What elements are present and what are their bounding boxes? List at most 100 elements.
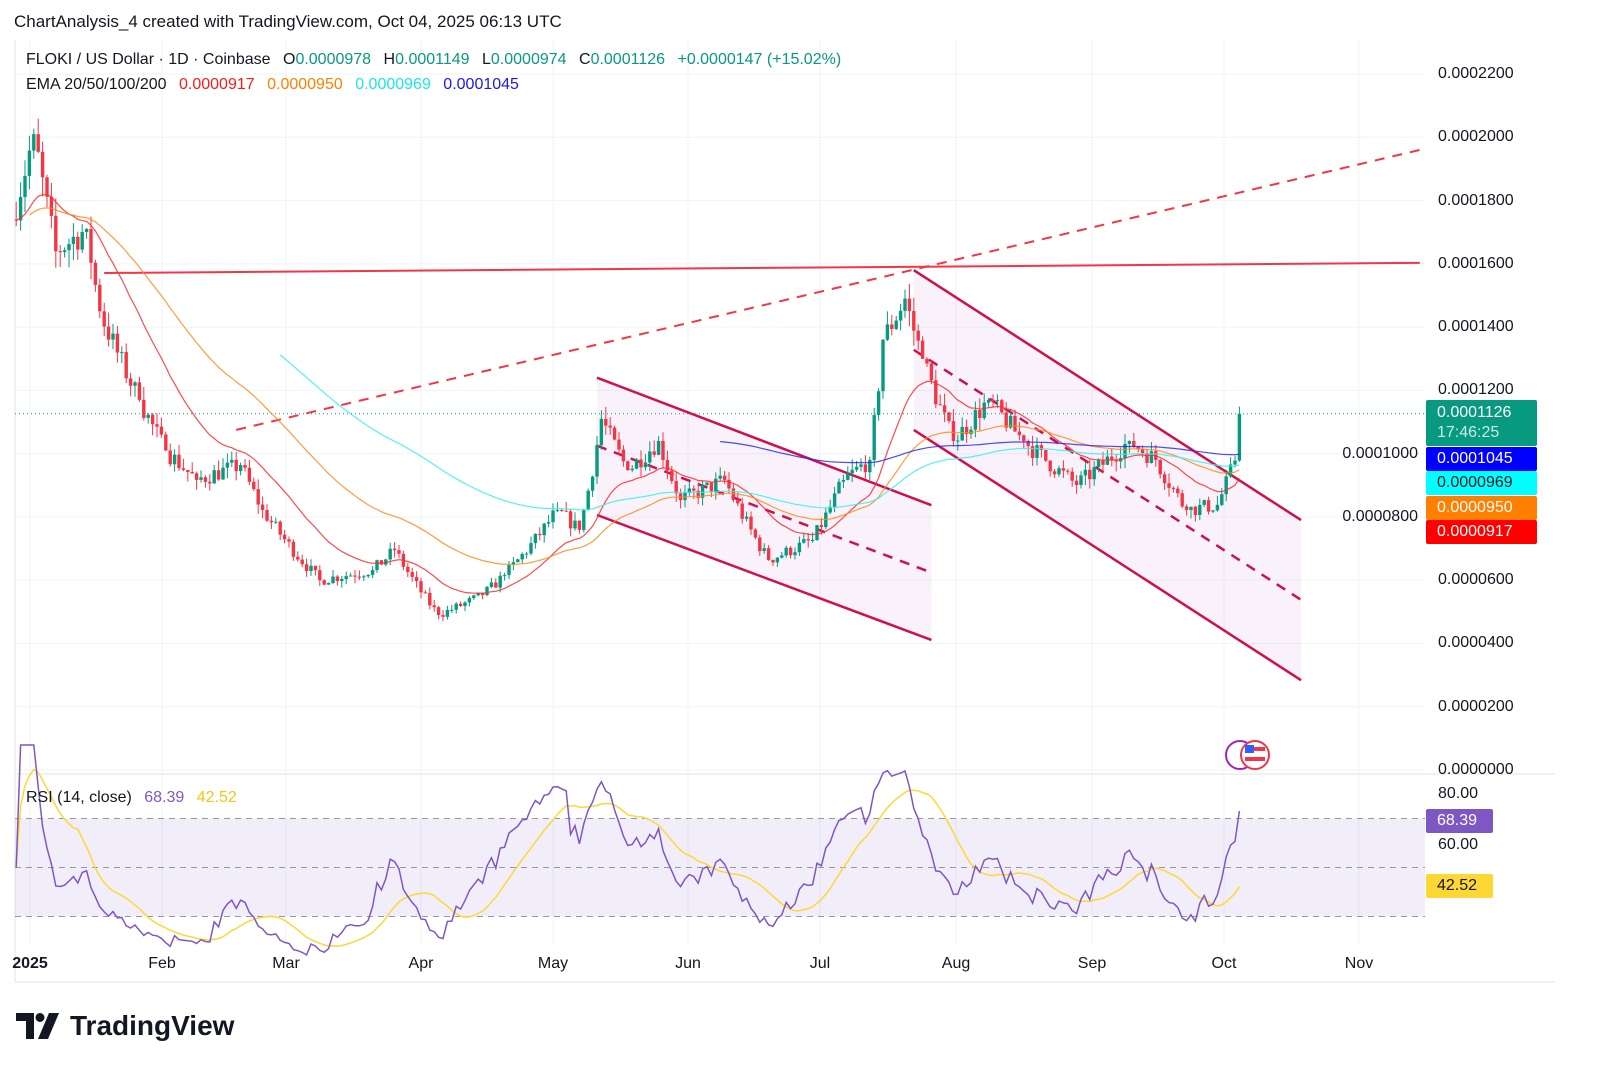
candle-body	[102, 311, 106, 327]
candle-body	[120, 352, 124, 354]
candle-body	[502, 575, 507, 577]
candle-body	[370, 570, 375, 575]
candle-body	[661, 440, 665, 460]
candle-body	[318, 570, 322, 581]
low-label: L	[482, 51, 491, 68]
candle-body	[84, 229, 89, 232]
candle-body	[744, 516, 749, 519]
candle-body	[326, 583, 331, 585]
candle-body	[150, 414, 155, 425]
candle-body	[300, 559, 304, 565]
ema-legend: EMA 20/50/100/200 0.0000917 0.0000950 0.…	[26, 76, 519, 94]
candle-body	[252, 481, 256, 490]
candle-body	[476, 592, 480, 596]
candle-body	[1096, 460, 1101, 468]
candle-body	[551, 510, 555, 523]
candle-body	[164, 434, 168, 451]
candle-body	[419, 581, 423, 593]
ema-label[interactable]: EMA 20/50/100/200	[26, 76, 167, 93]
rsi-line	[15, 744, 1241, 956]
candle-body	[168, 450, 172, 465]
us-flag-stripe	[1245, 747, 1265, 751]
candle-body	[731, 488, 736, 500]
candle-body	[1000, 400, 1004, 413]
last-price-value: 0.0001126	[1437, 404, 1512, 421]
candle-body	[1066, 470, 1070, 472]
candle-body	[340, 579, 344, 582]
ema200-value: 0.0001045	[443, 76, 519, 93]
symbol-title[interactable]: FLOKI / US Dollar · 1D · Coinbase	[26, 51, 271, 68]
candle-body	[520, 553, 524, 560]
rsi-label[interactable]: RSI (14, close)	[26, 789, 132, 806]
close-value: 0.0001126	[590, 51, 666, 68]
candle-body	[54, 215, 58, 252]
candle-body	[714, 478, 718, 492]
rsi-legend: RSI (14, close) 68.39 42.52	[26, 789, 237, 807]
candle-body	[986, 399, 991, 403]
candle-body	[406, 566, 410, 573]
candle-body	[1158, 459, 1162, 475]
candle-body	[648, 451, 652, 463]
time-axis-label: Mar	[272, 955, 300, 972]
candle-body	[1180, 493, 1184, 507]
candle-body	[388, 548, 392, 560]
candle-body	[938, 404, 942, 406]
candle-body	[753, 529, 758, 538]
time-axis-label: 2025	[12, 955, 48, 972]
candle-body	[1136, 446, 1140, 450]
candle-body	[1008, 415, 1013, 428]
candle-body	[89, 229, 93, 263]
candle-body	[216, 470, 221, 480]
candle-body	[863, 464, 868, 473]
candle-body	[357, 576, 362, 578]
rsi-axis-label: 60.00	[1438, 836, 1479, 853]
candle-body	[740, 503, 744, 519]
candle-body	[903, 298, 907, 311]
candle-body	[1237, 413, 1242, 461]
candle-body	[784, 547, 788, 556]
candle-body	[626, 461, 630, 471]
candle-body	[1176, 488, 1180, 494]
candle-body	[1052, 471, 1057, 475]
candle-body	[727, 479, 731, 489]
candle-body	[76, 236, 80, 250]
candle-body	[67, 244, 71, 251]
candle-body	[797, 542, 802, 553]
candle-body	[916, 330, 920, 341]
candle-body	[850, 469, 854, 474]
candle-body	[696, 490, 700, 498]
candle-body	[410, 572, 414, 577]
candle-body	[577, 520, 582, 530]
candle-body	[269, 520, 274, 523]
candle-body	[128, 378, 133, 386]
candle-body	[991, 399, 995, 401]
candle-body	[172, 454, 177, 465]
candle-body	[582, 509, 586, 530]
candle-body	[36, 134, 40, 152]
tradingview-logo[interactable]: TradingView	[16, 1010, 234, 1042]
candle-body	[828, 506, 832, 513]
candle-body	[137, 382, 142, 400]
time-axis-label: Aug	[941, 955, 971, 972]
last-price-tag: 0.0001126 17:46:25	[1426, 400, 1537, 446]
candle-body	[890, 324, 894, 329]
candle-body	[604, 418, 608, 426]
candle-body	[414, 576, 419, 582]
candle-body	[841, 479, 846, 482]
candle-body	[793, 552, 797, 556]
candle-body	[397, 550, 401, 554]
candle-body	[194, 473, 199, 480]
rsi-axis-label: 80.00	[1438, 785, 1479, 802]
candle-body	[155, 424, 159, 427]
candle-body	[1149, 451, 1154, 464]
candle-body	[62, 250, 67, 253]
candle-body	[463, 602, 467, 606]
candle-body	[243, 465, 247, 468]
candle-body	[392, 548, 397, 551]
candle-body	[969, 429, 973, 435]
candle-body	[80, 231, 84, 250]
tradingview-logo-icon	[16, 1013, 59, 1039]
candle-body	[1140, 449, 1145, 454]
candle-body	[23, 175, 27, 197]
